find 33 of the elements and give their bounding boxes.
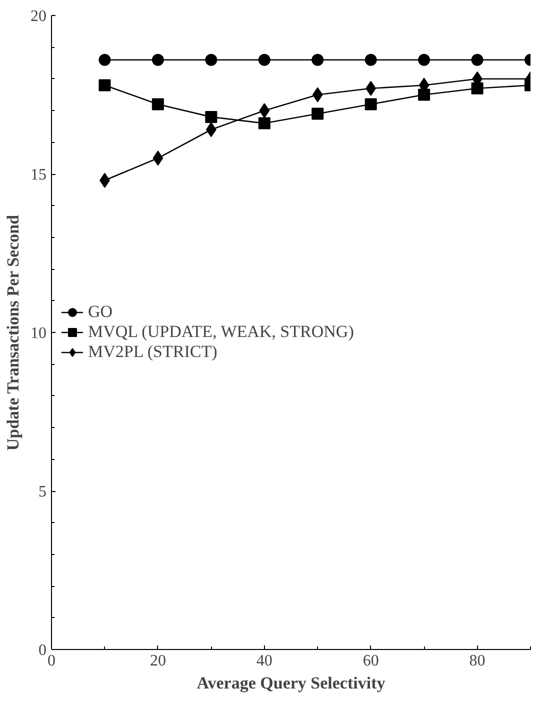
point [152, 98, 164, 110]
y-tick-label: 10 [30, 325, 46, 342]
x-tick-label: 20 [150, 652, 166, 670]
point [98, 54, 111, 66]
point [205, 54, 218, 66]
point [259, 103, 270, 118]
x-axis-title: Average Query Selectivity [196, 674, 386, 692]
y-tick-label: 20 [30, 8, 46, 25]
point [152, 54, 164, 66]
point [364, 54, 377, 66]
y-axis-title: Update Transactions Per Second [4, 214, 22, 451]
point [258, 117, 270, 130]
y-tick-label: 15 [30, 166, 46, 184]
y-tick-label: 5 [38, 484, 46, 500]
point [364, 98, 377, 110]
point [418, 54, 430, 66]
point [98, 79, 111, 92]
x-tick-label: 80 [469, 652, 486, 670]
point [471, 82, 484, 94]
point [258, 54, 270, 66]
point [205, 110, 218, 123]
x-tick-label: 60 [362, 652, 379, 670]
point [418, 88, 430, 101]
legend-label: GO [88, 302, 113, 322]
point [312, 108, 324, 120]
x-tick-label: 40 [256, 652, 272, 670]
legend-label: MV2PL (STRICT) [88, 342, 218, 362]
y-tick-label: 0 [38, 642, 46, 659]
point [312, 54, 324, 66]
point [471, 54, 484, 66]
point [152, 150, 164, 166]
point [312, 87, 323, 102]
legend-label: MVQL (UPDATE, WEAK, STRONG) [88, 322, 354, 342]
